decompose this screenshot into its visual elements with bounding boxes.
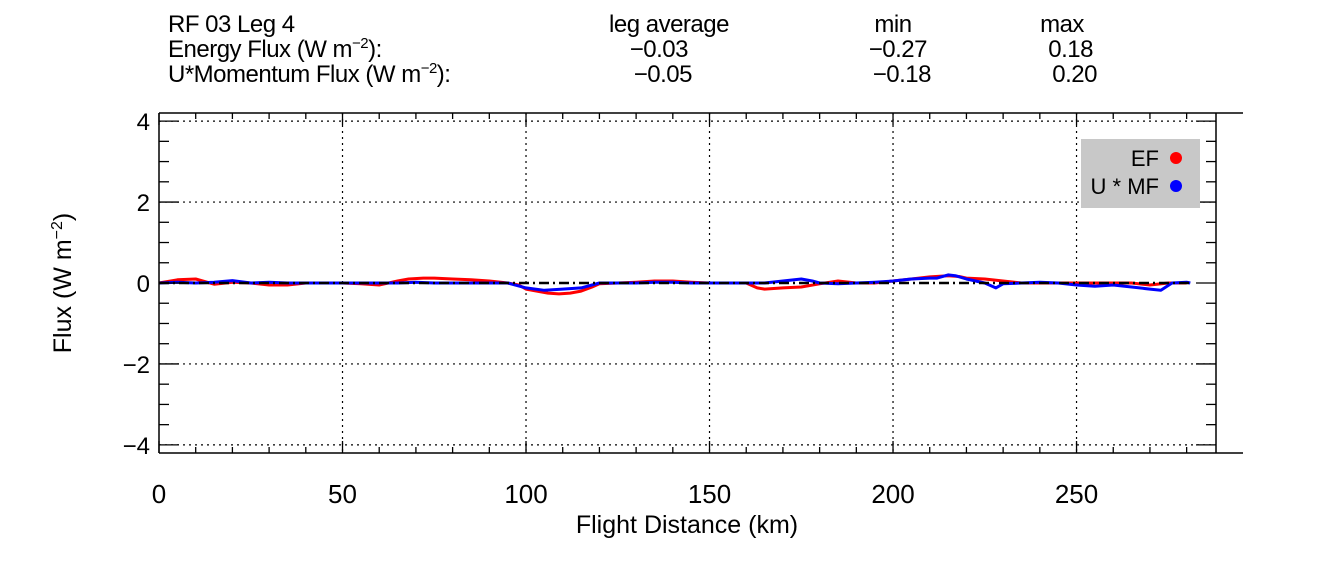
header-row-energy-label: Energy Flux (W m−2): <box>168 35 382 63</box>
header-col-avg: leg average <box>609 11 729 38</box>
y-tick-label: 2 <box>137 190 150 217</box>
x-axis-title: Flight Distance (km) <box>576 511 798 539</box>
header-row-momentum-max: 0.20 <box>1052 61 1097 88</box>
axis-ticks <box>158 113 1216 453</box>
header-row-energy-max: 0.18 <box>1048 36 1093 63</box>
header-row-momentum-min: −0.18 <box>873 61 931 88</box>
legend: EF U * MF <box>1081 139 1200 208</box>
x-tick-label: 0 <box>152 479 166 509</box>
header-row-energy-min: −0.27 <box>869 36 927 63</box>
header-row-momentum-suffix: ): <box>437 61 451 88</box>
x-tick-label: 50 <box>328 479 357 509</box>
header-row-energy-prefix: Energy Flux (W m <box>168 36 352 63</box>
header-row-energy-exp: −2 <box>352 35 368 52</box>
header-row-energy-avg: −0.03 <box>630 36 688 63</box>
header-row-momentum-avg: −0.05 <box>634 61 692 88</box>
y-axis-title-prefix: Flux (W m <box>49 239 77 353</box>
legend-label: U * MF <box>1091 174 1159 199</box>
series-lines <box>158 273 1191 296</box>
header-row-momentum-exp: −2 <box>421 60 437 77</box>
x-tick-label: 200 <box>871 479 914 509</box>
header-row-energy-suffix: ): <box>368 36 382 63</box>
legend-marker <box>1170 180 1182 192</box>
header-col-min: min <box>874 11 911 38</box>
header-title: RF 03 Leg 4 <box>168 11 295 38</box>
series-line-ef <box>158 274 1187 296</box>
x-tick-label: 100 <box>504 479 547 509</box>
legend-box <box>1081 139 1200 208</box>
y-tick-label: −4 <box>123 433 150 460</box>
tick-labels: 0 50 100 150 200 250 −4 −2 0 2 4 <box>123 109 1099 509</box>
y-tick-label: 4 <box>137 109 150 136</box>
legend-marker <box>1170 152 1182 164</box>
y-axis-title-suffix: ) <box>49 213 77 221</box>
y-tick-label: 0 <box>137 271 150 298</box>
y-tick-label: −2 <box>123 352 150 379</box>
header-row-momentum-prefix: U*Momentum Flux (W m <box>168 61 421 88</box>
legend-label: EF <box>1131 146 1159 171</box>
header-col-max: max <box>1040 11 1084 38</box>
header-block: RF 03 Leg 4 leg average min max Energy F… <box>168 11 1098 88</box>
header-row-momentum-label: U*Momentum Flux (W m−2): <box>168 60 450 88</box>
x-tick-label: 250 <box>1055 479 1098 509</box>
x-tick-label: 150 <box>688 479 731 509</box>
y-axis-title-exp: −2 <box>49 221 66 239</box>
y-axis-title: Flux (W m−2) <box>49 213 77 353</box>
